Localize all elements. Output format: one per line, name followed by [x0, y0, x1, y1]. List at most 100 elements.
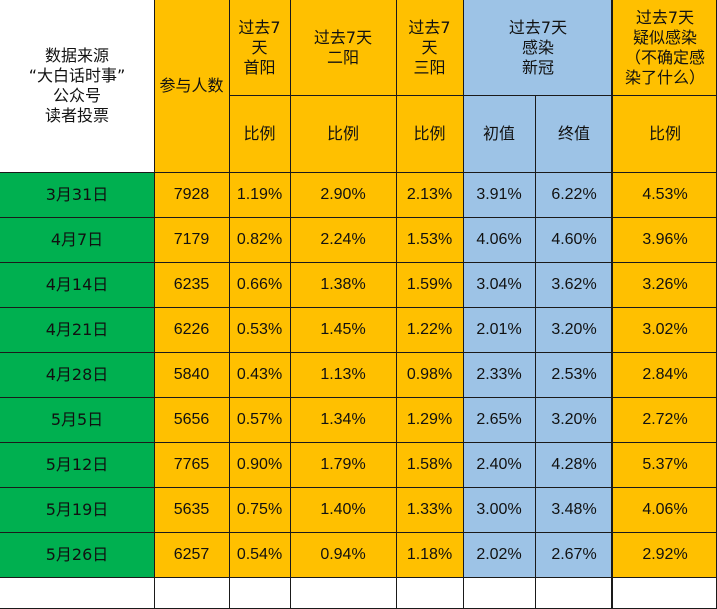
- participant-count-cell-text: 5635: [173, 500, 210, 518]
- initial-value-cell-text: 2.02%: [476, 545, 522, 563]
- third-positive-ratio-cell-text: 1.29%: [406, 410, 453, 428]
- date-cell: 5月5日: [0, 397, 154, 442]
- final-value-cell: 3.48%: [535, 487, 613, 532]
- suspected-ratio-cell: 3.26%: [613, 262, 717, 307]
- third-positive-ratio-cell-text: 1.22%: [406, 320, 453, 338]
- final-value-cell: 2.67%: [535, 532, 613, 577]
- second-positive-ratio-cell-text: 1.45%: [320, 320, 366, 338]
- suspected-ratio-cell: 5.37%: [613, 442, 717, 487]
- empty-cell: [535, 577, 613, 609]
- participants-header: 参与人数: [154, 0, 229, 172]
- second-positive-ratio-cell-text: 1.79%: [320, 455, 366, 473]
- third-positive-ratio-cell: 1.22%: [396, 307, 463, 352]
- third-positive-ratio-cell-text: 2.13%: [406, 185, 453, 203]
- suspected-ratio-cell: 3.02%: [613, 307, 717, 352]
- third-positive-ratio-cell: 1.58%: [396, 442, 463, 487]
- suspected-ratio-cell-text: 3.02%: [642, 320, 688, 338]
- infected-header: 过去7天 感染 新冠: [463, 0, 613, 95]
- third-positive-ratio-cell-text: 1.53%: [406, 230, 453, 248]
- participant-count-cell-text: 7928: [173, 185, 210, 203]
- grid-line: [153, 0, 155, 609]
- participant-count-cell: 7928: [154, 172, 229, 217]
- first-positive-ratio-cell-text: 0.57%: [236, 410, 283, 428]
- grid-line: [0, 216, 717, 218]
- first-positive-ratio-cell: 0.82%: [229, 217, 290, 262]
- first-positive-ratio-cell: 0.90%: [229, 442, 290, 487]
- second-positive-ratio-cell: 1.34%: [290, 397, 396, 442]
- grid-line: [395, 0, 397, 609]
- empty-cell: [613, 577, 717, 609]
- initial-value-cell: 2.33%: [463, 352, 535, 397]
- participant-count-cell: 6226: [154, 307, 229, 352]
- first-positive-ratio-cell-text: 0.53%: [236, 320, 283, 338]
- suspected-ratio-cell-text: 5.37%: [642, 455, 688, 473]
- grid-line: [534, 95, 536, 609]
- third-positive-ratio-cell-text: 0.98%: [406, 365, 453, 383]
- source-note-text: 数据来源 “大白话时事” 公众号 读者投票: [28, 46, 126, 125]
- initial-value-cell: 2.65%: [463, 397, 535, 442]
- second-positive-header: 过去7天 二阳: [290, 0, 396, 95]
- participants-header-text: 参与人数: [159, 76, 224, 95]
- empty-cell: [396, 577, 463, 609]
- grid-line: [0, 396, 717, 398]
- participant-count-cell: 7765: [154, 442, 229, 487]
- final-header: 终值: [535, 95, 613, 172]
- grid-line: [229, 94, 717, 96]
- final-value-cell-text: 3.48%: [551, 500, 597, 518]
- first-positive-ratio-cell: 0.66%: [229, 262, 290, 307]
- first-positive-ratio-cell-text: 1.19%: [236, 185, 283, 203]
- suspected-ratio-cell-text: 3.96%: [642, 230, 688, 248]
- third-positive-header-text: 过去7 天 三阳: [408, 17, 451, 77]
- infected-header-text: 过去7天 感染 新冠: [508, 17, 568, 77]
- final-value-cell-text: 2.53%: [551, 365, 597, 383]
- final-value-cell: 3.20%: [535, 397, 613, 442]
- first-positive-ratio-cell: 0.54%: [229, 532, 290, 577]
- grid-line: [0, 171, 717, 173]
- final-value-cell: 3.62%: [535, 262, 613, 307]
- date-cell: 4月28日: [0, 352, 154, 397]
- date-cell: 4月21日: [0, 307, 154, 352]
- participant-count-cell: 7179: [154, 217, 229, 262]
- initial-value-cell: 3.00%: [463, 487, 535, 532]
- final-value-cell: 3.20%: [535, 307, 613, 352]
- suspected-ratio-cell-text: 3.26%: [642, 275, 688, 293]
- empty-cell: [154, 577, 229, 609]
- participant-count-cell-text: 5656: [173, 410, 210, 428]
- final-value-cell-text: 3.20%: [551, 320, 597, 338]
- first-positive-ratio-cell-text: 0.82%: [236, 230, 283, 248]
- suspected-ratio-cell: 4.06%: [613, 487, 717, 532]
- empty-cell: [463, 577, 535, 609]
- date-cell-text: 5月12日: [45, 454, 109, 474]
- final-value-cell: 4.60%: [535, 217, 613, 262]
- date-cell-text: 4月7日: [50, 229, 104, 249]
- final-value-cell-text: 4.28%: [551, 455, 597, 473]
- second-positive-ratio-cell-text: 1.13%: [320, 365, 366, 383]
- participant-count-cell-text: 6226: [173, 320, 210, 338]
- date-cell-text: 5月5日: [50, 409, 104, 429]
- suspected-ratio-cell: 2.84%: [613, 352, 717, 397]
- date-cell: 5月26日: [0, 532, 154, 577]
- final-value-cell: 2.53%: [535, 352, 613, 397]
- initial-value-cell-text: 2.40%: [476, 455, 522, 473]
- grid-line: [0, 441, 717, 443]
- ratio-header-second-text: 比例: [326, 123, 359, 143]
- date-cell: 4月7日: [0, 217, 154, 262]
- third-positive-ratio-cell: 1.18%: [396, 532, 463, 577]
- first-positive-ratio-cell: 0.43%: [229, 352, 290, 397]
- date-cell-text: 4月28日: [45, 364, 109, 384]
- first-positive-ratio-cell-text: 0.43%: [236, 365, 283, 383]
- initial-value-cell-text: 3.04%: [476, 275, 522, 293]
- participant-count-cell: 6235: [154, 262, 229, 307]
- initial-value-cell: 3.91%: [463, 172, 535, 217]
- third-positive-ratio-cell: 1.59%: [396, 262, 463, 307]
- ratio-header-suspected: 比例: [613, 95, 717, 172]
- second-positive-ratio-cell: 0.94%: [290, 532, 396, 577]
- initial-header-text: 初值: [482, 123, 515, 143]
- second-positive-ratio-cell-text: 1.38%: [320, 275, 366, 293]
- final-value-cell-text: 6.22%: [551, 185, 597, 203]
- grid-line: [0, 351, 717, 353]
- participant-count-cell-text: 7179: [173, 230, 210, 248]
- final-value-cell-text: 2.67%: [551, 545, 597, 563]
- initial-value-cell: 4.06%: [463, 217, 535, 262]
- second-positive-ratio-cell: 2.24%: [290, 217, 396, 262]
